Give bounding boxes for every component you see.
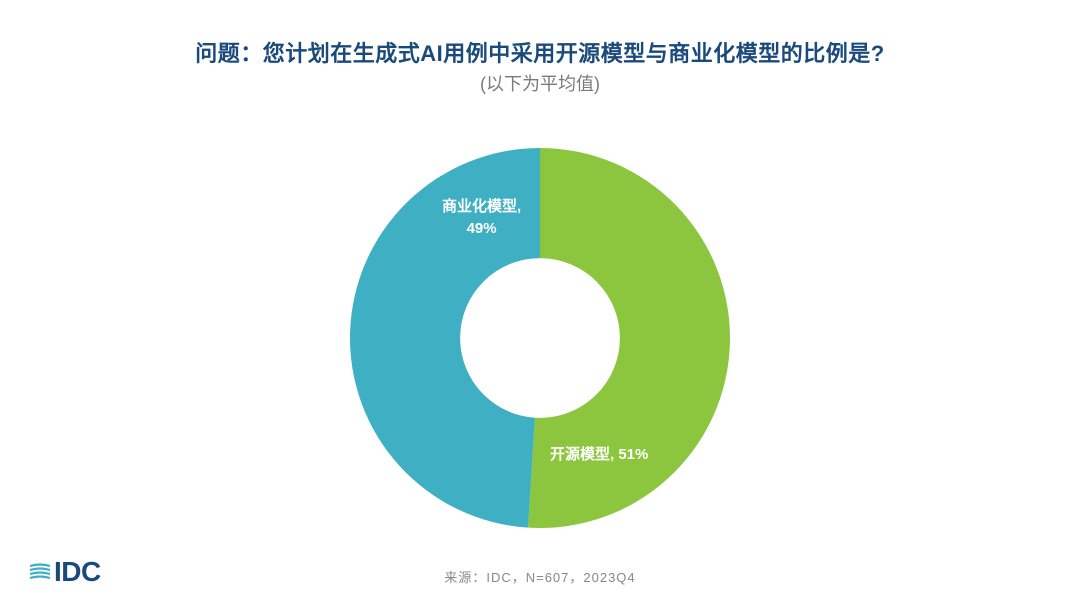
chart-subtitle: (以下为平均值) — [0, 70, 1080, 96]
idc-logo: IDC — [28, 556, 101, 588]
slice-label-commercial: 商业化模型, 49% — [442, 196, 521, 240]
donut-svg — [350, 148, 730, 528]
slice-label-commercial-line1: 商业化模型, — [442, 198, 521, 215]
slice-label-opensource: 开源模型, 51% — [550, 444, 648, 466]
logo-stripes-icon — [28, 560, 52, 584]
logo-text: IDC — [54, 556, 101, 588]
donut-chart: 商业化模型, 49% 开源模型, 51% — [0, 148, 1080, 548]
donut-container: 商业化模型, 49% 开源模型, 51% — [350, 148, 730, 528]
chart-title: 问题：您计划在生成式AI用例中采用开源模型与商业化模型的比例是? — [0, 36, 1080, 68]
source-text: 来源：IDC，N=607，2023Q4 — [0, 567, 1080, 586]
slice-label-commercial-line2: 49% — [467, 220, 497, 237]
